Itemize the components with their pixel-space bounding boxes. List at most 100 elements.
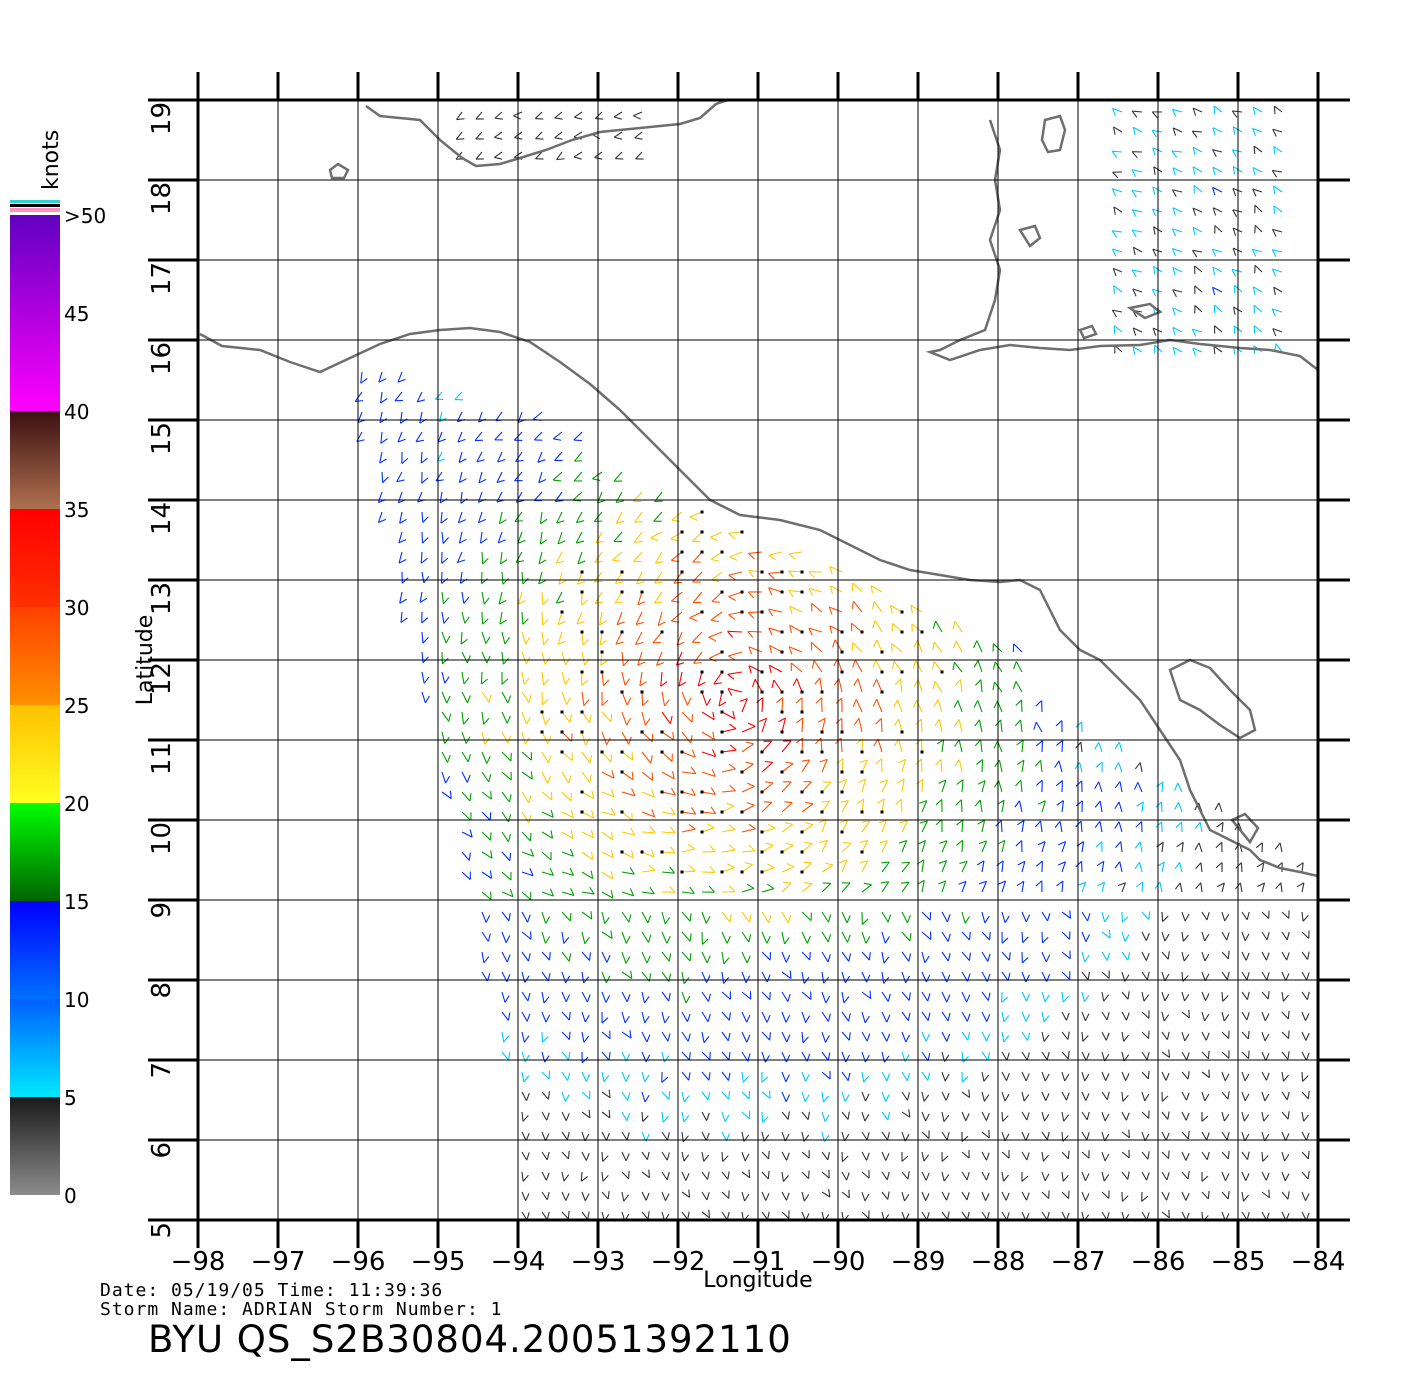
wind-barb [821, 931, 832, 943]
wind-barb [441, 631, 451, 644]
wind-barb [768, 587, 784, 596]
wind-barb [1132, 346, 1143, 355]
wind-barb [1101, 1071, 1110, 1081]
wind-barb [1095, 761, 1103, 773]
wind-barb [1181, 1071, 1190, 1080]
wind-barb [1021, 1051, 1030, 1061]
wind-barb [859, 759, 869, 774]
wind-barb [881, 971, 890, 984]
wind-barb [861, 1031, 871, 1042]
wind-barb [941, 1131, 950, 1141]
wind-barb [1161, 1071, 1170, 1081]
wind-barb [832, 639, 844, 654]
wind-barb [821, 991, 831, 1004]
footer-date-time: Date: 05/19/05 Time: 11:39:36 [100, 1280, 444, 1301]
wind-barb [621, 788, 636, 797]
wind-barb [481, 951, 490, 964]
colorbar-band [10, 901, 60, 999]
wind-barb [641, 951, 651, 964]
wind-barb [621, 827, 636, 836]
wind-barb [533, 431, 543, 441]
wind-barb [781, 1111, 790, 1120]
wind-barb [891, 622, 904, 634]
wind-barb [561, 771, 572, 784]
wind-barb [538, 471, 547, 484]
colorbar-label: 45 [64, 302, 89, 326]
wind-barb [541, 911, 551, 924]
wind-barb [541, 1131, 550, 1141]
wind-barb [781, 911, 792, 924]
wind-barb [729, 551, 743, 561]
wind-barb [1252, 286, 1263, 295]
wind-barb [1101, 970, 1110, 979]
wind-barb [581, 851, 594, 861]
wind-barb [554, 451, 563, 462]
wind-barb [921, 1191, 930, 1201]
island-small [328, 162, 350, 180]
x-tick-label: −86 [1131, 1247, 1186, 1277]
wind-barb [838, 779, 848, 794]
wind-barb [1021, 1131, 1030, 1141]
wind-barb [1101, 1171, 1110, 1182]
wind-barb [458, 531, 467, 544]
wind-barb [639, 671, 647, 687]
wind-barb [621, 911, 632, 923]
wind-barb [494, 111, 503, 120]
wind-barb [952, 661, 963, 673]
wind-barb [1075, 800, 1083, 813]
wind-barb [621, 951, 631, 964]
wind-barb [1121, 1031, 1130, 1042]
wind-barb [673, 570, 684, 584]
wind-barb [981, 1111, 990, 1121]
wind-barb [660, 671, 668, 687]
wind-barb [1174, 802, 1183, 813]
wind-barb [614, 590, 624, 604]
wind-barb [521, 651, 531, 665]
wind-barb [1171, 150, 1183, 158]
wind-barb [360, 371, 368, 384]
wind-barb [781, 1011, 791, 1023]
wind-barb [973, 660, 983, 673]
wind-barb [994, 719, 1003, 733]
wind-barb [938, 860, 948, 873]
wind-barb [661, 1091, 671, 1100]
wind-barb [841, 1171, 850, 1181]
wind-barb [661, 711, 673, 725]
wind-barb [557, 531, 566, 545]
wind-barb [959, 860, 968, 873]
wind-barb [640, 690, 649, 707]
wind-barb [1171, 248, 1183, 257]
wind-barb [1241, 1151, 1250, 1160]
wind-barb [917, 840, 926, 853]
wind-barb [481, 591, 490, 605]
wind-barb [821, 1071, 831, 1080]
wind-barb [641, 771, 654, 781]
wind-barb [1231, 110, 1243, 118]
wind-barb [541, 611, 549, 626]
wind-barb [821, 862, 834, 873]
wind-barb [852, 659, 863, 673]
wind-barb [633, 551, 643, 563]
wind-barb [613, 131, 623, 140]
wind-barb [421, 471, 429, 484]
wind-barb [721, 1151, 729, 1162]
wind-barb [761, 1031, 771, 1041]
wind-barb [1272, 228, 1283, 237]
wind-barb [1141, 1110, 1150, 1119]
wind-barb [915, 758, 923, 773]
wind-barb [881, 1171, 890, 1181]
wind-barb [541, 1171, 550, 1181]
wind-barb [634, 511, 643, 523]
wind-barb [700, 690, 712, 706]
wind-barb [1271, 268, 1283, 277]
wind-barb [419, 591, 428, 603]
wind-barb [521, 1091, 530, 1101]
wind-barb [701, 845, 716, 853]
x-tick-label: −94 [491, 1247, 546, 1277]
wind-barb [952, 640, 963, 653]
wind-barb [941, 1091, 950, 1101]
wind-barb [1214, 802, 1223, 813]
wind-barb [1135, 821, 1143, 833]
wind-barb [1241, 1111, 1250, 1122]
wind-barb [1301, 1191, 1310, 1201]
